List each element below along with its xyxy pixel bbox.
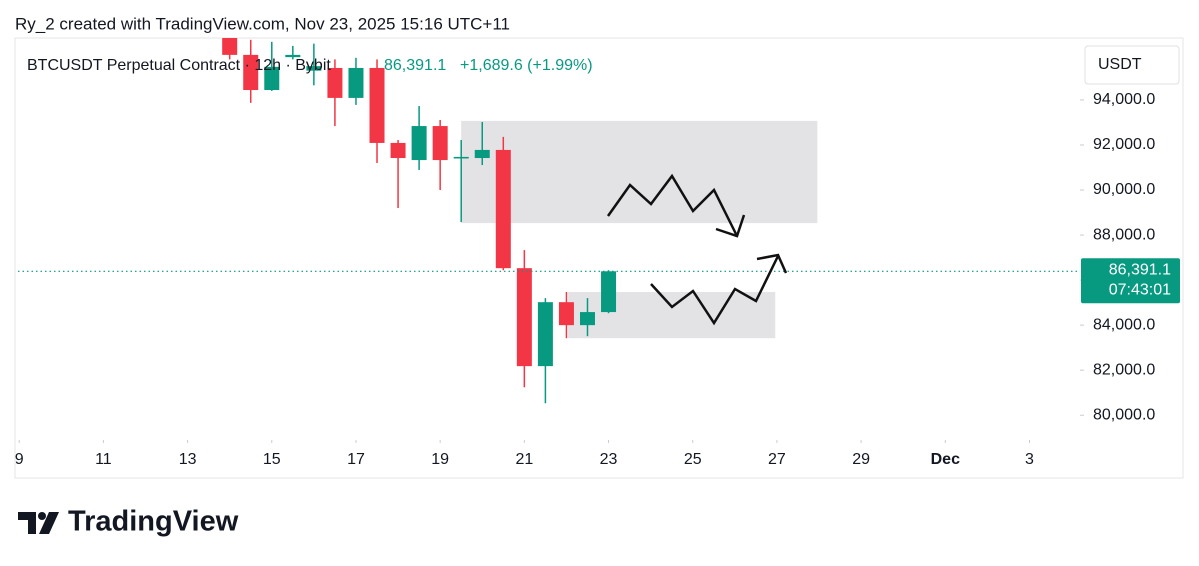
y-tick-label: 80,000.0 xyxy=(1093,406,1155,423)
x-tick-label: 11 xyxy=(95,451,112,468)
brand-name: TradingView xyxy=(68,506,239,538)
candle-body xyxy=(285,54,301,58)
overlay xyxy=(606,173,788,326)
plot-area xyxy=(15,38,1080,404)
y-tick-label: 94,000.0 xyxy=(1093,91,1155,108)
candle-body xyxy=(558,302,574,326)
candle-body xyxy=(579,312,595,326)
y-tick-label: 88,000.0 xyxy=(1093,226,1155,243)
candle-body xyxy=(243,54,259,91)
zone xyxy=(568,292,776,339)
x-tick-label: 19 xyxy=(431,451,449,468)
x-tick-label: 27 xyxy=(768,451,786,468)
zone xyxy=(461,120,818,224)
candle-body xyxy=(537,302,553,367)
candle-body xyxy=(453,156,469,159)
candle-body xyxy=(348,67,364,98)
candle-body xyxy=(369,67,385,143)
candle-body xyxy=(495,149,511,269)
legend-change: +1,689.6 (+1.99%) xyxy=(460,57,593,74)
candle-body xyxy=(264,66,280,91)
candle-body xyxy=(601,271,617,313)
x-tick-label: 9 xyxy=(15,451,24,468)
x-tick-label: 25 xyxy=(684,451,702,468)
candle-body xyxy=(516,268,532,367)
x-tick-label: 21 xyxy=(515,451,533,468)
legend-title: BTCUSDT Perpetual Contract · 12h · Bybit xyxy=(27,57,331,74)
y-tick-label: 82,000.0 xyxy=(1093,361,1155,378)
brand-logo: TradingView xyxy=(18,506,239,538)
x-tick-label: 13 xyxy=(179,451,197,468)
x-tick-label: 3 xyxy=(1025,451,1034,468)
arrow-head xyxy=(715,214,746,238)
countdown: 07:43:01 xyxy=(1109,282,1171,299)
currency[interactable]: USDT xyxy=(1098,56,1142,73)
candle-body xyxy=(432,126,448,161)
last-price-box xyxy=(1081,258,1180,304)
x-tick-label: 29 xyxy=(852,451,870,468)
candle-body xyxy=(327,67,343,98)
legend-price: 86,391.1 xyxy=(384,57,446,74)
y-tick-label: 90,000.0 xyxy=(1093,181,1155,198)
frame xyxy=(14,37,1184,479)
y-tick-label: 84,000.0 xyxy=(1093,316,1155,333)
projection-arrow xyxy=(606,173,739,237)
candle-body xyxy=(390,142,406,159)
arrow-head xyxy=(756,253,788,274)
candle-body xyxy=(306,66,322,71)
candle-body xyxy=(411,126,427,161)
x-tick-label: 15 xyxy=(263,451,281,468)
candle-body xyxy=(222,38,238,55)
x-tick-label: 23 xyxy=(600,451,618,468)
attribution: Ry_2 created with TradingView.com, Nov 2… xyxy=(15,14,510,33)
x-tick-label: Dec xyxy=(931,451,960,468)
currency-box[interactable] xyxy=(1084,45,1180,85)
x-tick-label: 17 xyxy=(347,451,365,468)
candle-body xyxy=(474,149,490,159)
projection-arrow xyxy=(650,255,780,326)
last-price-label: 86,391.1 xyxy=(1109,262,1171,279)
y-tick-label: 92,000.0 xyxy=(1093,136,1155,153)
